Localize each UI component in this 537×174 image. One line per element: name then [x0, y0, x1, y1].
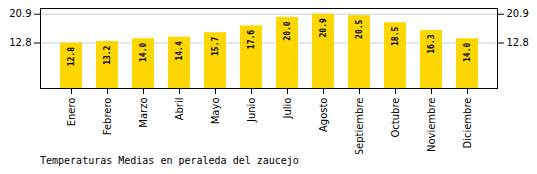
html-text:Temperaturas Medias en peraled: Temperaturas Medias en peraleda del zauc… — [40, 155, 299, 166]
svg-text:14.4: 14.4 — [175, 41, 184, 60]
svg-text:Septiembre: Septiembre — [354, 98, 365, 155]
svg-text:Octubre: Octubre — [390, 98, 401, 138]
svg-text:14.0: 14.0 — [139, 43, 148, 62]
svg-text:12.8: 12.8 — [67, 47, 76, 66]
svg-text:18.5: 18.5 — [391, 27, 400, 46]
svg-text:Febrero: Febrero — [102, 98, 113, 136]
svg-text:Julio: Julio — [282, 98, 293, 120]
svg-text:17.6: 17.6 — [247, 30, 256, 49]
svg-text:15.7: 15.7 — [211, 36, 220, 55]
svg-text:20.9: 20.9 — [319, 18, 328, 37]
svg-text:Enero: Enero — [66, 98, 77, 127]
svg-text:Junio: Junio — [246, 98, 257, 124]
svg-text:14.0: 14.0 — [463, 43, 472, 62]
svg-text:Noviembre: Noviembre — [426, 98, 437, 153]
svg-text:16.3: 16.3 — [427, 34, 436, 53]
svg-text:20.9: 20.9 — [9, 8, 31, 19]
svg-text:Abril: Abril — [174, 98, 185, 121]
svg-text:Diciembre: Diciembre — [462, 98, 473, 149]
svg-text:12.8: 12.8 — [9, 37, 31, 48]
svg-text:20.0: 20.0 — [283, 21, 292, 40]
svg-text:20.5: 20.5 — [355, 19, 364, 38]
svg-text:13.2: 13.2 — [103, 45, 112, 64]
svg-text:Mayo: Mayo — [210, 98, 221, 125]
svg-text:20.9: 20.9 — [507, 8, 529, 19]
svg-text:12.8: 12.8 — [507, 37, 529, 48]
svg-text:Marzo: Marzo — [138, 98, 149, 128]
svg-text:Agosto: Agosto — [318, 98, 329, 133]
